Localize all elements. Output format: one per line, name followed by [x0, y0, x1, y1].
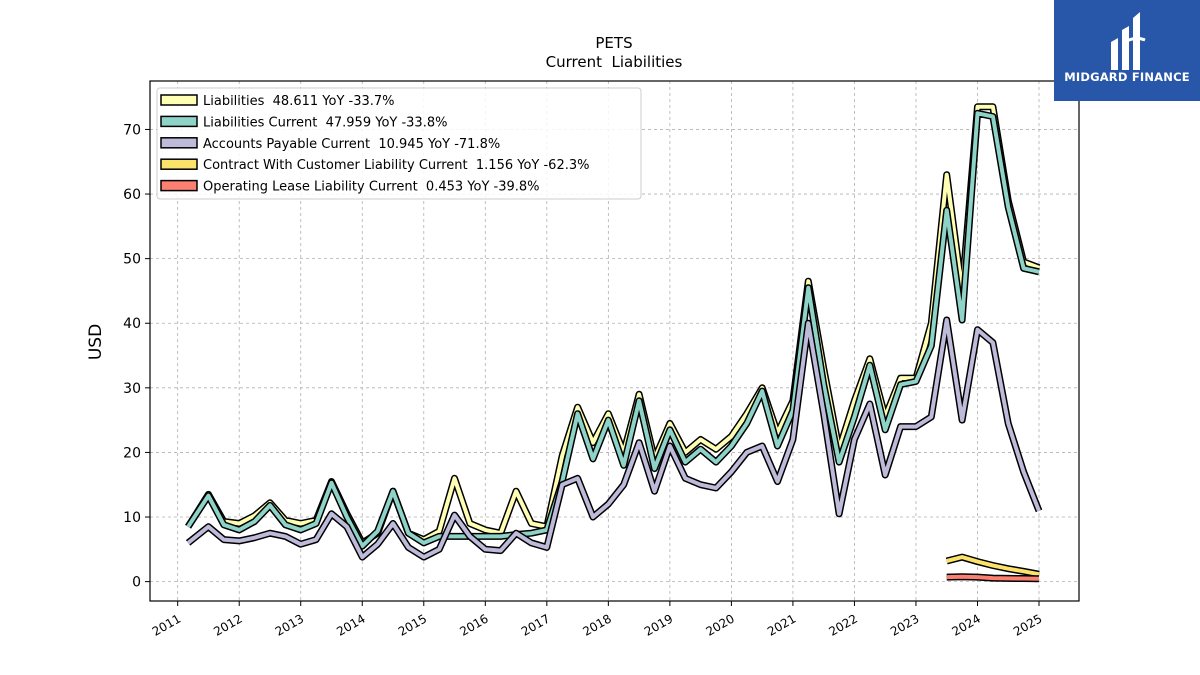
series-line [946, 555, 1040, 577]
logo-text: MIDGARD FINANCE [1064, 70, 1190, 84]
series-layer [185, 103, 1043, 583]
legend-label: Liabilities 48.611 YoY -33.7% [203, 94, 395, 109]
x-tick-label: 2020 [703, 611, 736, 638]
legend-swatch [160, 115, 198, 128]
y-axis-label: USD [86, 324, 106, 360]
y-tick-label: 0 [132, 575, 141, 591]
series-4 [946, 573, 1040, 583]
legend-label: Accounts Payable Current 10.945 YoY -71.… [203, 137, 500, 152]
x-tick-label: 2014 [334, 611, 367, 638]
x-tick-label: 2017 [519, 611, 552, 638]
series-line [186, 111, 1040, 549]
x-tick-label: 2012 [211, 611, 244, 638]
chart-title: PETS [595, 34, 632, 52]
x-tick-label: 2018 [580, 611, 613, 638]
x-tick-label: 2021 [765, 611, 798, 638]
y-tick-label: 60 [123, 187, 141, 203]
y-tick-label: 40 [123, 316, 141, 332]
brand-logo: MIDGARD FINANCE [1054, 0, 1200, 101]
legend-label: Liabilities Current 47.959 YoY -33.8% [203, 115, 447, 130]
legend: Liabilities 48.611 YoY -33.7% Liabilities… [156, 87, 642, 200]
series-3 [945, 553, 1040, 578]
y-tick-label: 10 [123, 510, 141, 526]
x-tick-label: 2019 [642, 611, 675, 638]
legend-label: Contract With Customer Liability Current… [203, 158, 589, 173]
legend-swatch [160, 137, 198, 149]
x-tick-label: 2023 [888, 611, 921, 638]
y-tick-label: 20 [123, 445, 141, 461]
series-1 [185, 109, 1040, 550]
series-line [186, 318, 1041, 560]
legend-swatch [160, 94, 198, 106]
legend-box [156, 87, 642, 200]
chart-subtitle: Current Liabilities [546, 53, 683, 71]
y-tick-label: 50 [123, 252, 141, 268]
series-2 [185, 316, 1043, 561]
y-tick-label: 70 [123, 122, 141, 138]
x-tick-label: 2022 [826, 611, 859, 638]
plot-frame [149, 80, 1080, 602]
x-tick-label: 2015 [396, 611, 429, 638]
y-tick-label: 30 [123, 381, 141, 397]
legend-swatch [160, 158, 198, 170]
x-tick-label: 2013 [273, 611, 306, 638]
legend-label: Operating Lease Liability Current 0.453 … [203, 180, 540, 195]
x-tick-label: 2025 [1011, 611, 1044, 638]
legend-swatch [160, 179, 198, 192]
x-tick-label: 2024 [950, 611, 983, 638]
x-tick-label: 2016 [457, 611, 490, 638]
logo-mark-icon [1111, 12, 1146, 70]
x-tick-label: 2011 [150, 611, 183, 638]
series-line [946, 574, 1040, 581]
